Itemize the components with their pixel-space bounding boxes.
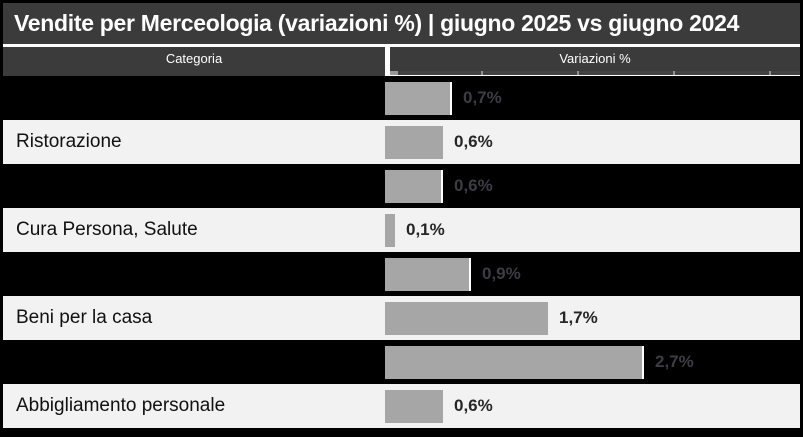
value-bar — [385, 389, 443, 423]
axis-tick — [673, 71, 675, 75]
value-bar — [385, 213, 395, 247]
header-variazioni: Variazioni % — [390, 47, 800, 76]
bar-track: 0,9% — [385, 252, 800, 296]
axis-tick — [769, 71, 771, 75]
category-row: 0,7% — [3, 76, 800, 120]
value-label: 0,9% — [482, 264, 521, 283]
category-row: 2,7% — [3, 340, 800, 384]
bar-track: 0,6% — [385, 384, 800, 428]
value-label: 0,7% — [463, 88, 502, 107]
value-label: 0,6% — [454, 132, 493, 151]
category-label — [3, 164, 385, 208]
value-bar — [385, 257, 471, 291]
category-label: Beni per la casa — [16, 307, 153, 328]
value-label: 0,6% — [454, 396, 493, 415]
value-label: 0,1% — [406, 220, 445, 239]
category-row: Ristorazione 0,6% — [3, 120, 800, 164]
value-label: 0,6% — [454, 176, 493, 195]
bar-track: 2,7% — [385, 340, 800, 384]
column-header-row: Categoria Variazioni % — [3, 47, 800, 76]
axis-tick — [577, 71, 579, 75]
bar-track: 1,7% — [385, 296, 800, 340]
chart-rows: 0,7% Ristorazione 0,6% 0,6% Cura Persona… — [3, 76, 800, 428]
category-row: 0,9% — [3, 252, 800, 296]
category-row: Abbigliamento personale 0,6% — [3, 384, 800, 428]
category-label: Cura Persona, Salute — [16, 219, 198, 240]
axis-tick-strip — [390, 71, 800, 76]
value-bar — [385, 169, 443, 203]
bar-track: 0,1% — [385, 208, 800, 252]
category-label — [3, 252, 385, 296]
axis-tick — [481, 71, 483, 75]
category-label: Abbigliamento personale — [16, 395, 226, 416]
value-bar — [385, 301, 548, 335]
column-divider — [385, 47, 390, 76]
bar-track: 0,7% — [385, 76, 800, 120]
axis-origin-mark — [390, 71, 398, 75]
header-categoria: Categoria — [3, 47, 385, 76]
value-bar — [385, 125, 443, 159]
value-bar — [385, 345, 644, 379]
category-label — [3, 340, 385, 384]
category-row: Cura Persona, Salute 0,1% — [3, 208, 800, 252]
chart-title: Vendite per Merceologia (variazioni %) |… — [3, 3, 800, 44]
category-label: Ristorazione — [16, 131, 122, 152]
title-divider — [3, 44, 800, 47]
bar-track: 0,6% — [385, 164, 800, 208]
value-label: 2,7% — [655, 352, 694, 371]
header-variazioni-label: Variazioni % — [559, 51, 631, 66]
category-label — [3, 76, 385, 120]
category-row: 0,6% — [3, 164, 800, 208]
bar-track: 0,6% — [385, 120, 800, 164]
value-bar — [385, 81, 452, 115]
category-row: Beni per la casa 1,7% — [3, 296, 800, 340]
value-label: 1,7% — [559, 308, 598, 327]
